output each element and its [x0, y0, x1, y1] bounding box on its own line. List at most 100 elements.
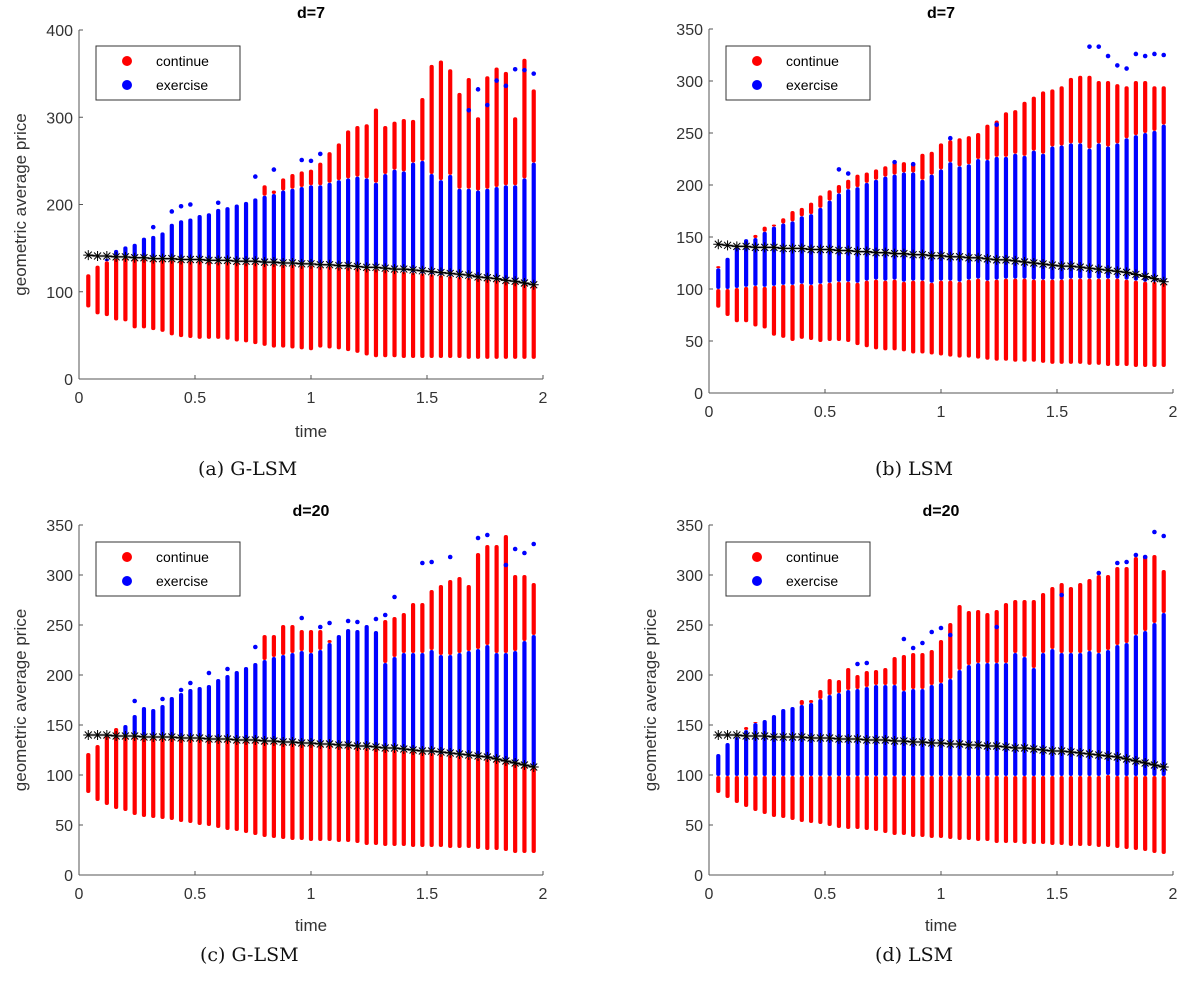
time-step-bar [1031, 96, 1036, 362]
exercise-segment [1003, 663, 1009, 776]
continue-segment [827, 282, 832, 341]
boundary-asterisk-marker [861, 246, 872, 257]
exercise-segment [475, 190, 481, 279]
time-step-bar [475, 117, 481, 359]
continue-segment [1078, 278, 1083, 364]
exercise-outlier-point [475, 87, 481, 92]
continue-segment [123, 257, 128, 322]
time-step-bar [197, 214, 202, 339]
continue-segment [1096, 776, 1101, 847]
exercise-segment [346, 178, 351, 268]
time-step-bar [808, 700, 814, 823]
boundary-asterisk-marker [250, 735, 261, 745]
exercise-segment [929, 685, 934, 776]
boundary-asterisk-marker [222, 255, 233, 266]
time-step-bar [1022, 600, 1027, 844]
boundary-asterisk-marker [1065, 261, 1076, 272]
boundary-asterisk-marker [889, 248, 900, 259]
continue-segment [1133, 280, 1138, 367]
exercise-segment [966, 665, 971, 776]
continue-upper-segment [1105, 575, 1111, 650]
time-step-bar [438, 585, 444, 847]
bars-group [716, 555, 1166, 854]
continue-segment [1068, 776, 1074, 846]
exercise-segment [864, 182, 869, 281]
continue-segment [206, 261, 212, 339]
time-step-bar [262, 185, 267, 346]
continue-upper-segment [513, 575, 518, 651]
time-step-bar [892, 657, 897, 835]
continue-segment [901, 776, 906, 835]
y-tick-label: 300 [676, 568, 703, 585]
continue-segment [1161, 776, 1166, 854]
continue-upper-segment [799, 207, 804, 217]
continue-upper-segment [392, 617, 397, 657]
time-step-bar [141, 707, 147, 817]
caption-b: (b) LSM [875, 458, 954, 480]
time-step-bar [1133, 557, 1138, 850]
exercise-segment [457, 653, 462, 756]
continue-segment [160, 737, 165, 819]
continue-upper-segment [1115, 567, 1120, 645]
exercise-outlier-point [994, 122, 999, 127]
exercise-outlier-point [920, 640, 925, 646]
continue-upper-segment [1105, 81, 1111, 147]
time-step-bar [994, 610, 999, 843]
exercise-segment [336, 635, 341, 746]
exercise-outlier-point [1133, 552, 1139, 558]
boundary-asterisk-marker [148, 732, 159, 742]
exercise-segment [151, 709, 156, 736]
exercise-segment [1022, 657, 1027, 776]
continue-segment [1078, 776, 1083, 846]
boundary-asterisk-marker [528, 762, 539, 772]
time-step-bar [827, 679, 832, 826]
continue-upper-segment [846, 179, 851, 190]
time-step-bar [438, 60, 444, 359]
x-tick-label: 1 [307, 390, 316, 407]
boundary-asterisk-marker [945, 739, 956, 749]
time-step-bar [1022, 101, 1027, 362]
exercise-segment [1050, 649, 1055, 776]
continue-segment [104, 735, 109, 805]
boundary-asterisk-marker [973, 740, 984, 750]
continue-upper-segment [429, 64, 434, 174]
exercise-outlier-point [485, 532, 490, 538]
boundary-asterisk-marker [361, 262, 372, 273]
boundary-asterisk-marker [1056, 261, 1067, 272]
exercise-segment [948, 162, 953, 281]
continue-segment [225, 740, 230, 830]
boundary-asterisk-marker [129, 731, 140, 741]
boundary-asterisk-marker [370, 262, 381, 273]
y-axis-label: geometric average price [11, 609, 30, 791]
time-step-bar [364, 625, 369, 845]
legend-marker-continue [122, 552, 132, 562]
boundary-asterisk-marker [833, 245, 844, 256]
boundary-asterisk-marker [908, 737, 919, 747]
boundary-asterisk-marker [768, 732, 779, 742]
exercise-segment [281, 190, 286, 265]
y-tick-label: 100 [46, 768, 73, 785]
exercise-outlier-point [206, 670, 212, 676]
continue-upper-segment [420, 603, 425, 653]
continue-upper-segment [808, 700, 814, 703]
continue-upper-segment [957, 138, 962, 167]
time-step-bar [485, 545, 490, 850]
boundary-asterisk-marker [500, 275, 511, 286]
time-step-bar [790, 707, 795, 820]
continue-upper-segment [1087, 75, 1092, 149]
exercise-outlier-point [150, 224, 156, 230]
exercise-segment [1133, 135, 1138, 281]
boundary-asterisk-marker [491, 273, 502, 284]
continue-segment [346, 267, 351, 352]
time-step-bar [976, 133, 981, 359]
time-step-bar [716, 266, 721, 308]
continue-upper-segment [1068, 587, 1074, 653]
boundary-asterisk-marker [259, 257, 270, 268]
boundary-asterisk-marker [426, 746, 437, 756]
continue-upper-segment [1096, 575, 1101, 653]
exercise-segment [466, 188, 471, 278]
continue-segment [429, 753, 434, 847]
boundary-asterisk-marker [111, 731, 122, 741]
x-tick-label: 2 [539, 390, 548, 407]
continue-upper-segment [938, 143, 944, 170]
